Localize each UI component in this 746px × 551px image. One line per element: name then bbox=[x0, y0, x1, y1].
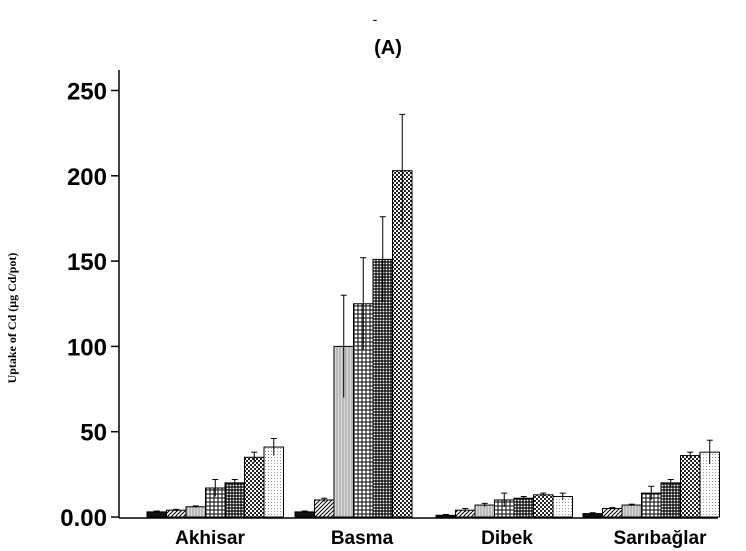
y-tick-label: 100 bbox=[67, 334, 107, 361]
error-bars bbox=[153, 113, 713, 517]
x-category-label: Sarıbağlar bbox=[614, 528, 708, 549]
bar bbox=[224, 482, 245, 518]
y-tick-label: 250 bbox=[67, 79, 107, 106]
y-tick-label: 50 bbox=[80, 420, 107, 447]
bar bbox=[602, 507, 623, 518]
bar bbox=[680, 455, 701, 518]
bar bbox=[314, 499, 335, 518]
bar bbox=[185, 506, 206, 518]
y-ticks: 0.00 50 100 150 200 250 bbox=[60, 79, 119, 532]
bars bbox=[146, 170, 720, 518]
bar bbox=[263, 446, 284, 518]
bar bbox=[621, 504, 642, 518]
title-dash: - bbox=[373, 11, 378, 27]
bar bbox=[474, 504, 495, 518]
x-category-label: Dibek bbox=[481, 528, 533, 549]
axes bbox=[118, 70, 718, 519]
y-tick-label: 200 bbox=[67, 164, 107, 191]
x-categories: Akhisar Basma Dibek Sarıbağlar bbox=[175, 528, 707, 549]
bar bbox=[533, 494, 554, 518]
bar bbox=[166, 509, 187, 518]
bar bbox=[513, 497, 534, 518]
y-tick-label: 150 bbox=[67, 249, 107, 276]
x-category-label: Basma bbox=[331, 528, 394, 549]
y-tick-label: 0.00 bbox=[60, 505, 107, 532]
x-category-label: Akhisar bbox=[175, 528, 245, 549]
y-axis-label: Uptake of Cd (μg Cd/pot) bbox=[5, 253, 19, 384]
chart-title: (A) bbox=[374, 37, 402, 59]
bar bbox=[660, 482, 681, 518]
bar bbox=[244, 456, 265, 518]
